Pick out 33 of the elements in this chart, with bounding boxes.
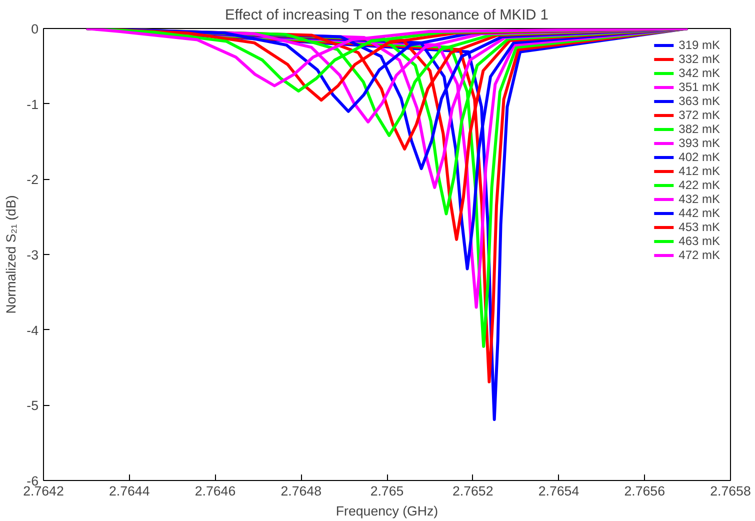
x-tick-label: 2.765 (370, 484, 404, 498)
legend-label: 351 mK (678, 80, 720, 94)
legend-label: 363 mK (678, 94, 720, 108)
x-tick-label: 2.7644 (108, 484, 150, 498)
legend-label: 463 mK (678, 234, 720, 248)
legend-label: 472 mK (678, 248, 720, 262)
legend-label: 372 mK (678, 108, 720, 122)
y-tick-label: -3 (26, 248, 39, 262)
x-tick-label: 2.7652 (452, 484, 494, 498)
legend-label: 393 mK (678, 136, 720, 150)
x-tick-label: 2.7654 (538, 484, 580, 498)
y-tick-label: -5 (26, 398, 39, 414)
x-tick-label: 2.7656 (624, 484, 666, 498)
legend-label: 319 mK (678, 38, 720, 52)
x-tick-label: 2.7646 (194, 484, 236, 498)
legend-label: 382 mK (678, 122, 720, 136)
chart-title: Effect of increasing T on the resonance of MKID 1 (225, 8, 548, 24)
x-tick-label: 2.7658 (710, 484, 751, 498)
legend-label: 412 mK (678, 164, 720, 178)
x-tick-label: 2.7648 (280, 484, 322, 498)
legend-label: 332 mK (678, 52, 720, 66)
legend-label: 432 mK (678, 192, 720, 206)
y-tick-label: -4 (26, 322, 40, 338)
legend-label: 422 mK (678, 178, 720, 192)
y-tick-label: -1 (26, 96, 39, 112)
y-axis-title: Normalized S₂₁ (dB) (4, 195, 19, 314)
y-tick-label: -2 (26, 172, 39, 188)
legend-label: 453 mK (678, 220, 720, 234)
legend-label: 442 mK (678, 206, 720, 220)
legend-label: 342 mK (678, 66, 720, 80)
y-tick-label: 0 (31, 22, 39, 36)
x-axis-title: Frequency (GHz) (336, 504, 438, 518)
legend-label: 402 mK (678, 150, 720, 164)
